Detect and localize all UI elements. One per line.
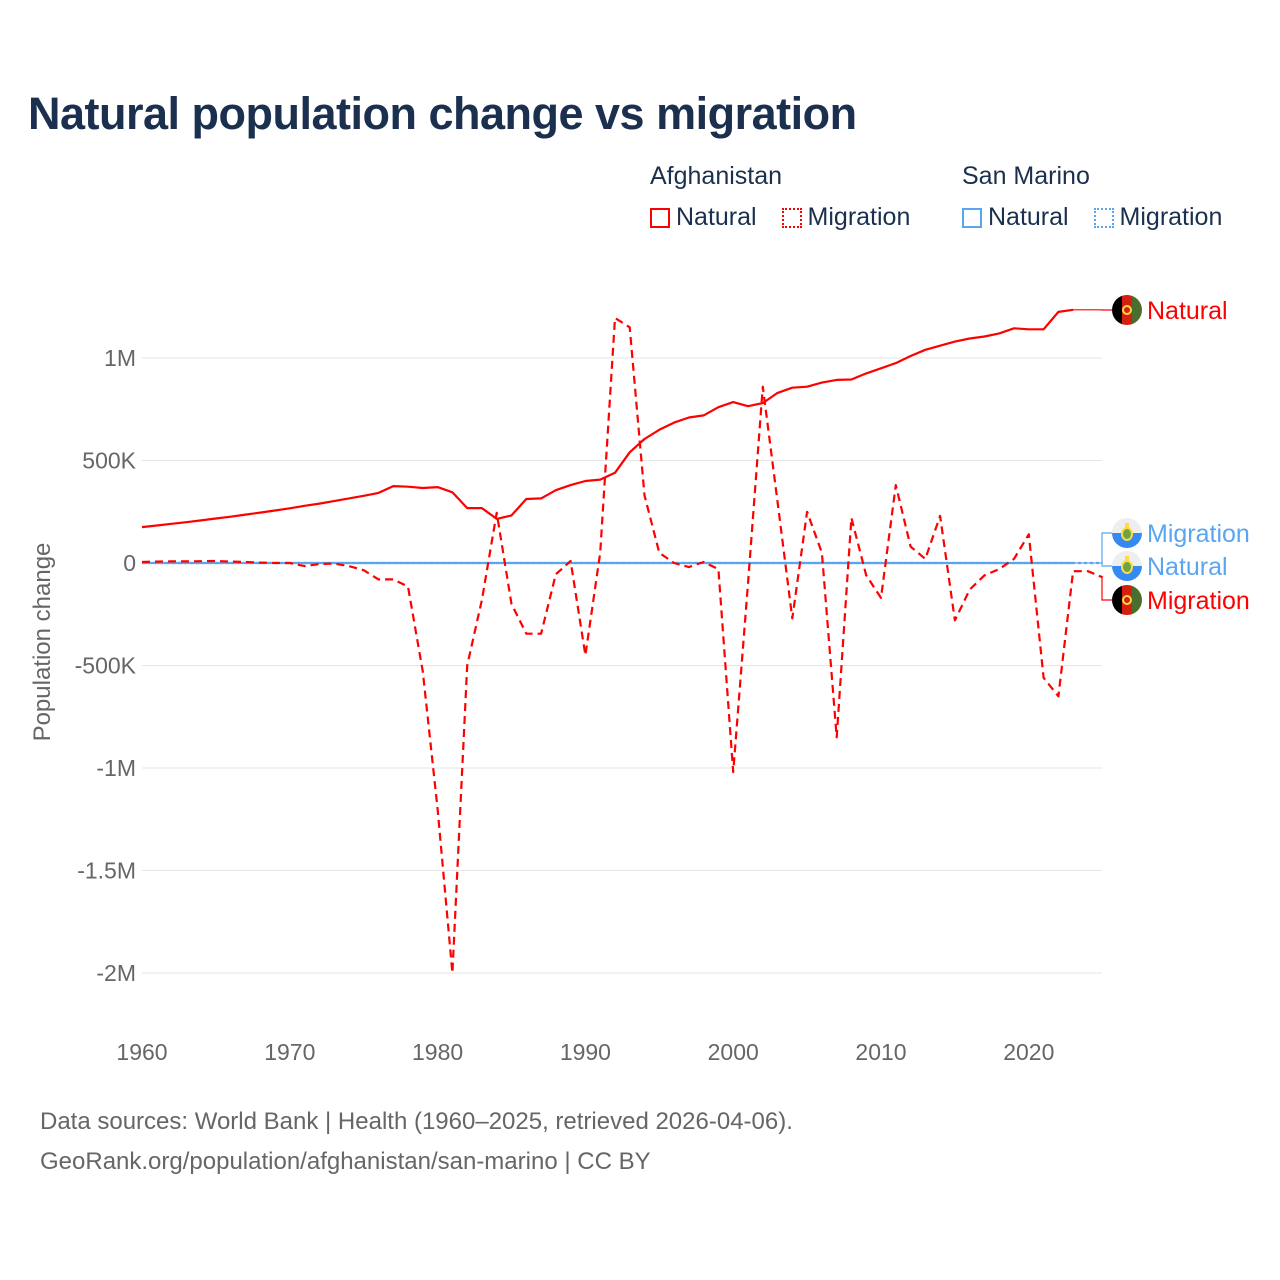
x-tick-label: 1970 bbox=[264, 1039, 315, 1065]
label-leader-line bbox=[1101, 577, 1112, 601]
legend-item-san-marino-natural[interactable]: Natural bbox=[962, 203, 1069, 232]
x-tick-label: 2000 bbox=[708, 1039, 759, 1065]
series-line-afghanistan-natural[interactable] bbox=[141, 308, 1074, 529]
end-label: Migration bbox=[1147, 587, 1250, 615]
x-tick-label: 1960 bbox=[116, 1039, 167, 1065]
y-tick-label: 1M bbox=[104, 345, 136, 371]
solid-swatch-icon bbox=[962, 207, 982, 228]
end-label: Migration bbox=[1147, 520, 1250, 548]
dotted-swatch-icon bbox=[1093, 207, 1114, 228]
label-leader-line bbox=[1101, 532, 1112, 563]
footer-sources: Data sources: World Bank | Health (1960–… bbox=[40, 1108, 793, 1135]
afghanistan-flag-icon bbox=[1112, 295, 1142, 325]
legend-group-title: Afghanistan bbox=[650, 162, 783, 190]
y-tick-label: -500K bbox=[75, 653, 137, 679]
legend-label: Migration bbox=[807, 203, 911, 231]
legend-item-afghanistan-migration[interactable]: Migration bbox=[781, 203, 911, 232]
legend-san-marino: San Marino Natural Migration bbox=[962, 162, 1222, 235]
legend-item-afghanistan-natural[interactable]: Natural bbox=[650, 203, 757, 232]
x-tick-label: 1980 bbox=[412, 1039, 463, 1065]
x-tick-label: 1990 bbox=[560, 1039, 611, 1065]
y-tick-label: -2M bbox=[96, 960, 136, 986]
legend-label: Natural bbox=[988, 203, 1069, 231]
y-tick-label: 500K bbox=[82, 448, 136, 474]
afghanistan-flag-icon bbox=[1112, 585, 1142, 615]
chart-title: Natural population change vs migration bbox=[28, 88, 857, 139]
y-tick-label: -1.5M bbox=[77, 858, 136, 884]
y-tick-label: 0 bbox=[123, 550, 136, 576]
legend-label: Natural bbox=[676, 203, 757, 231]
solid-swatch-icon bbox=[650, 207, 670, 228]
legend-afghanistan: Afghanistan Natural Migration bbox=[650, 162, 928, 235]
dotted-swatch-icon bbox=[781, 207, 802, 228]
y-axis-label: Population change bbox=[29, 543, 56, 742]
san-marino-flag-icon bbox=[1112, 518, 1142, 548]
footer-link[interactable]: GeoRank.org/population/afghanistan/san-m… bbox=[40, 1148, 651, 1175]
y-tick-label: -1M bbox=[96, 755, 136, 781]
legend-group-title: San Marino bbox=[962, 162, 1090, 190]
legend-item-san-marino-migration[interactable]: Migration bbox=[1093, 203, 1223, 232]
end-label: Natural bbox=[1147, 553, 1228, 581]
san-marino-flag-icon bbox=[1112, 551, 1142, 581]
series-line-afghanistan-migration[interactable] bbox=[141, 316, 1104, 975]
x-tick-label: 2010 bbox=[855, 1039, 906, 1065]
label-leader-line bbox=[1071, 562, 1112, 567]
legend-label: Migration bbox=[1119, 203, 1223, 231]
end-label: Natural bbox=[1147, 297, 1228, 325]
x-tick-label: 2020 bbox=[1003, 1039, 1054, 1065]
